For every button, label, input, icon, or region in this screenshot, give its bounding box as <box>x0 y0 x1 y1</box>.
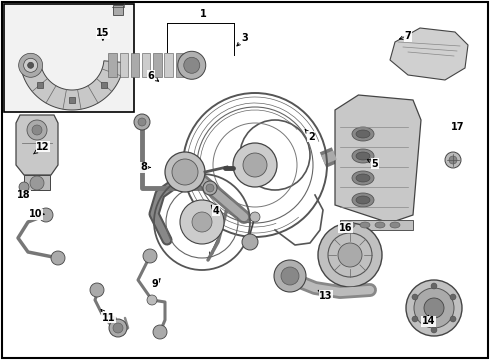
Circle shape <box>138 118 146 126</box>
Circle shape <box>431 327 437 333</box>
Circle shape <box>178 51 206 79</box>
Bar <box>113 5 123 15</box>
Circle shape <box>406 280 462 336</box>
Circle shape <box>19 182 29 192</box>
Text: 15: 15 <box>96 28 110 40</box>
Ellipse shape <box>390 222 400 228</box>
Ellipse shape <box>345 222 355 228</box>
Bar <box>164 53 173 77</box>
Circle shape <box>250 212 260 222</box>
Circle shape <box>450 316 456 322</box>
Polygon shape <box>335 95 421 223</box>
Bar <box>340 220 413 230</box>
Polygon shape <box>20 61 124 110</box>
Circle shape <box>192 212 212 232</box>
Circle shape <box>233 143 277 187</box>
Circle shape <box>424 298 444 318</box>
Circle shape <box>153 325 167 339</box>
Ellipse shape <box>352 193 374 207</box>
Circle shape <box>445 152 461 168</box>
Text: 4: 4 <box>211 205 219 216</box>
Circle shape <box>431 283 437 289</box>
Bar <box>24 175 50 190</box>
Circle shape <box>203 181 217 195</box>
Circle shape <box>242 234 258 250</box>
Circle shape <box>184 57 200 73</box>
Circle shape <box>39 208 53 222</box>
Text: 6: 6 <box>147 71 159 81</box>
Bar <box>120 53 128 77</box>
Circle shape <box>412 294 418 300</box>
Ellipse shape <box>352 149 374 163</box>
Circle shape <box>165 152 205 192</box>
Circle shape <box>414 288 454 328</box>
Circle shape <box>19 53 43 77</box>
Ellipse shape <box>356 152 370 160</box>
Ellipse shape <box>356 130 370 138</box>
Text: 12: 12 <box>33 142 50 154</box>
Circle shape <box>143 249 157 263</box>
Bar <box>4 4 134 112</box>
Circle shape <box>281 267 299 285</box>
Circle shape <box>30 176 44 190</box>
Circle shape <box>90 283 104 297</box>
Circle shape <box>51 251 65 265</box>
Circle shape <box>134 114 150 130</box>
Text: 11: 11 <box>101 310 116 323</box>
Bar <box>108 53 117 77</box>
Text: 17: 17 <box>451 122 465 132</box>
Circle shape <box>274 260 306 292</box>
Ellipse shape <box>352 127 374 141</box>
Text: 10: 10 <box>29 209 44 219</box>
Bar <box>131 53 139 77</box>
Text: 9: 9 <box>152 279 160 289</box>
Polygon shape <box>16 115 58 175</box>
Bar <box>69 97 75 103</box>
Circle shape <box>318 223 382 287</box>
Bar <box>153 53 162 77</box>
Ellipse shape <box>360 222 370 228</box>
Ellipse shape <box>352 171 374 185</box>
Ellipse shape <box>356 174 370 182</box>
Text: 8: 8 <box>140 162 150 172</box>
Bar <box>142 53 150 77</box>
Bar <box>101 82 107 88</box>
Circle shape <box>172 159 198 185</box>
Text: 3: 3 <box>237 33 248 46</box>
Circle shape <box>206 184 214 192</box>
Circle shape <box>243 153 267 177</box>
Bar <box>175 53 184 77</box>
Circle shape <box>449 156 457 164</box>
Circle shape <box>147 295 157 305</box>
Circle shape <box>24 58 38 72</box>
Text: 18: 18 <box>17 190 30 200</box>
Ellipse shape <box>375 222 385 228</box>
Circle shape <box>180 200 224 244</box>
Circle shape <box>450 294 456 300</box>
Text: 13: 13 <box>318 290 333 301</box>
Text: 2: 2 <box>305 130 315 142</box>
Circle shape <box>338 243 362 267</box>
Circle shape <box>412 316 418 322</box>
Text: 7: 7 <box>399 31 411 41</box>
Text: 5: 5 <box>368 159 378 169</box>
Circle shape <box>113 323 123 333</box>
Circle shape <box>32 125 42 135</box>
Circle shape <box>109 319 127 337</box>
Circle shape <box>27 120 47 140</box>
Bar <box>37 82 43 88</box>
Text: 16: 16 <box>339 222 352 233</box>
Polygon shape <box>390 28 468 80</box>
Ellipse shape <box>356 196 370 204</box>
Circle shape <box>27 62 34 68</box>
Text: 14: 14 <box>421 315 435 326</box>
Text: 1: 1 <box>200 9 207 19</box>
